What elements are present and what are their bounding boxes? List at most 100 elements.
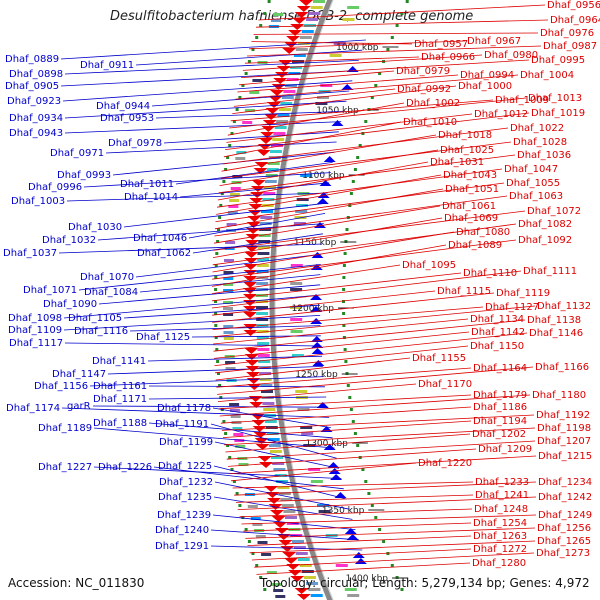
outer-gene-stripe (275, 595, 286, 598)
right-gene-label: Dhaf_1092 (518, 235, 572, 246)
left-gene-label: Dhaf_1225 (158, 461, 212, 472)
left-leader-line (191, 335, 321, 338)
forward-gene-arrow (265, 108, 280, 114)
reverse-gene-arrow (323, 156, 336, 162)
right-gene-label: Dhaf_1082 (518, 219, 572, 230)
left-gene-label: Dhaf_1141 (92, 356, 146, 367)
gene-stripe (277, 486, 290, 489)
outer-gene-stripe (223, 277, 234, 280)
reverse-gene-arrow (310, 306, 322, 312)
left-gene-label: Dhaf_1090 (43, 299, 97, 310)
tick-dot (343, 348, 347, 351)
right-leader-line (253, 32, 539, 35)
genome-title: Desulfitobacterium hafniense DCB-2, comp… (110, 9, 474, 24)
tick-dot (218, 384, 222, 387)
inner-gene-stripe (295, 204, 308, 207)
forward-gene-arrow (243, 324, 258, 330)
left-leader-line (188, 213, 326, 239)
right-gene-label: Dhaf_1002 (406, 98, 460, 109)
gene-stripe (285, 516, 297, 519)
left-gene-label: Dhaf_1291 (155, 541, 209, 552)
right-leader-line (219, 149, 439, 186)
tick-dot (349, 408, 353, 411)
gene-stripe (286, 78, 299, 81)
tick-dot (364, 120, 368, 123)
tick-dot (382, 540, 386, 543)
outer-gene-stripe (230, 415, 241, 418)
forward-gene-arrow (243, 276, 258, 282)
tick-dot (214, 312, 218, 315)
left-leader-line (123, 202, 327, 228)
tick-dot (241, 516, 245, 519)
forward-gene-arrow (268, 96, 283, 102)
forward-gene-arrow (259, 138, 273, 144)
right-leader-line (240, 59, 530, 78)
right-gene-label: Dhaf_1170 (418, 379, 472, 390)
right-leader-line (249, 540, 536, 554)
outer-gene-stripe (225, 361, 236, 364)
gene-stripe (256, 336, 269, 339)
outer-gene-stripe (225, 367, 236, 370)
tick-dot (222, 180, 226, 183)
right-leader-line (239, 70, 395, 86)
gene-stripe (267, 162, 280, 165)
outer-gene-stripe (223, 325, 234, 328)
tick-dot (353, 432, 357, 435)
right-gene-label: Dhaf_1047 (504, 164, 558, 175)
forward-gene-arrow (296, 6, 311, 12)
left-gene-label: Dhaf_1117 (9, 338, 63, 349)
right-leader-line (241, 514, 537, 525)
right-gene-label: Dhaf_1209 (478, 444, 532, 455)
tick-dot (342, 300, 345, 303)
tick-dot (235, 108, 239, 111)
scale-ticks: 1000 kbp 1050 kbp 1100 kbp 1150 kbp 1200 kbp… (292, 43, 408, 584)
right-gene-label: Dhaf_0967 (467, 36, 521, 47)
tick-dot (216, 360, 220, 363)
forward-gene-arrow (270, 510, 284, 516)
right-leader-line (212, 217, 443, 258)
forward-gene-arrow (271, 516, 286, 522)
outer-gene-stripe (223, 289, 234, 292)
forward-gene-arrow (267, 102, 281, 108)
right-leader-line (234, 481, 537, 496)
gene-stripe (262, 198, 275, 201)
left-leader-line (105, 141, 337, 154)
right-gene-label: Dhaf_1111 (523, 266, 577, 277)
forward-gene-arrow (249, 198, 264, 204)
tick-dot (226, 444, 230, 447)
gene-stripe (299, 564, 312, 567)
gene-stripe (308, 588, 321, 591)
gene-stripe (301, 30, 314, 33)
forward-gene-arrow (243, 282, 258, 288)
left-gene-label: Dhaf_1240 (155, 525, 209, 536)
gene-stripe (268, 444, 281, 447)
inner-gene-stripe (295, 210, 308, 213)
gene-stripe (269, 150, 282, 153)
outer-gene-stripe (261, 553, 272, 556)
tick-dot (400, 588, 404, 591)
gene-stripe (306, 18, 319, 21)
tick-dot (259, 576, 263, 579)
gene-stripe (281, 504, 294, 507)
forward-gene-arrow (288, 570, 303, 576)
gene-stripe (293, 546, 306, 549)
gene-stripe (266, 432, 279, 435)
left-gene-label: Dhaf_0889 (5, 54, 59, 65)
gene-stripe (272, 138, 285, 141)
forward-gene-arrow (290, 24, 305, 30)
left-leader-line (61, 407, 330, 418)
left-gene-label: Dhaf_1011 (120, 179, 174, 190)
tick-dot (342, 312, 346, 315)
right-leader-line (226, 440, 536, 460)
tick-dot (232, 480, 236, 483)
forward-gene-arrow (294, 588, 309, 594)
right-leader-line (218, 154, 516, 194)
left-gene-label: Dhaf_1105 (68, 313, 122, 324)
tick-dot (361, 468, 365, 471)
tick-dot (345, 228, 349, 231)
right-leader-line (219, 394, 531, 417)
gene-stripe (263, 192, 276, 195)
right-leader-line (217, 366, 534, 395)
right-leader-line (213, 331, 470, 359)
gene-stripe (256, 264, 269, 267)
